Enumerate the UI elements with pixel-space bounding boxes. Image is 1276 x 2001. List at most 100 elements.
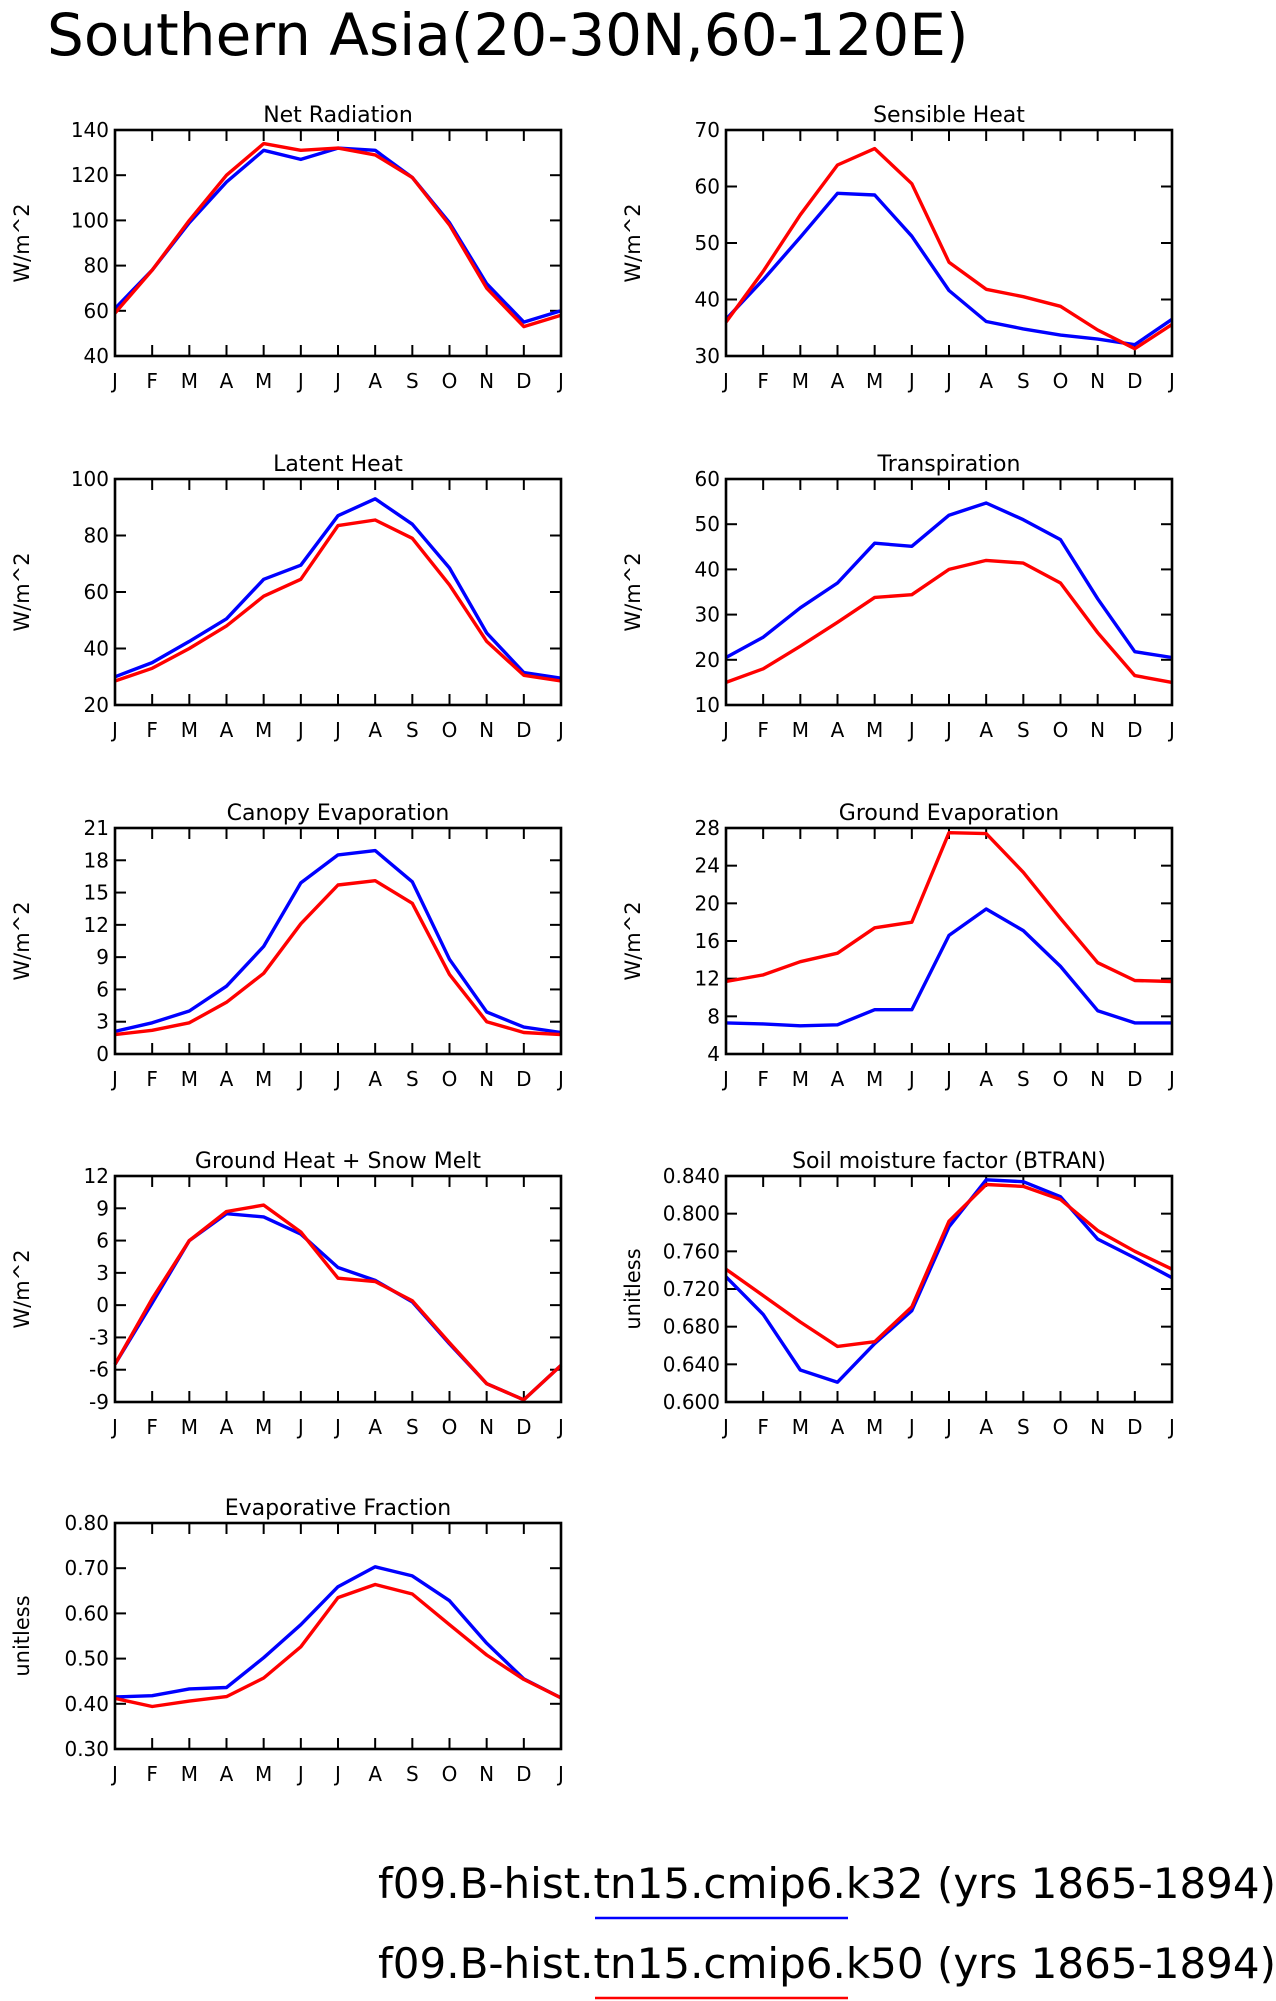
series-line-k50 — [113, 141, 562, 329]
x-tick-label: O — [442, 1415, 458, 1439]
x-tick-label: D — [1127, 718, 1142, 742]
plot-frame — [113, 477, 563, 707]
series-line-k50 — [725, 558, 1173, 685]
y-tick-label: 28 — [695, 816, 720, 840]
y-tick-label: -9 — [89, 1390, 109, 1414]
x-tick-label: J — [721, 1415, 729, 1439]
y-tick-label: 60 — [695, 175, 720, 199]
y-tick-label: 30 — [695, 344, 720, 368]
x-tick-label: J — [907, 1067, 915, 1091]
x-tick-label: A — [368, 1415, 382, 1439]
x-tick-label: J — [333, 1762, 341, 1786]
y-tick-label: 0.600 — [663, 1390, 720, 1414]
x-tick-label: A — [220, 1762, 234, 1786]
x-tick-label: A — [831, 718, 845, 742]
y-tick-label: 40 — [84, 637, 109, 661]
y-tick-label: 12 — [695, 967, 720, 991]
x-tick-label: J — [1167, 1415, 1175, 1439]
y-tick-label: 30 — [695, 603, 720, 627]
y-tick-label: 140 — [71, 118, 109, 142]
x-tick-label: J — [556, 1762, 564, 1786]
y-tick-label: 100 — [71, 208, 109, 232]
x-tick-label: A — [220, 718, 234, 742]
x-tick-label: M — [792, 1415, 809, 1439]
x-tick-label: J — [721, 369, 729, 393]
y-axis-label: W/m^2 — [10, 203, 34, 282]
x-tick-label: A — [368, 369, 382, 393]
panel-title: Net Radiation — [263, 103, 413, 128]
plot-frame — [113, 826, 563, 1056]
panel-title: Ground Evaporation — [839, 801, 1059, 826]
plot-frame — [113, 1174, 563, 1404]
series-line-k50 — [114, 518, 562, 683]
page-title: Southern Asia(20-30N,60-120E) — [47, 1, 969, 69]
x-tick-label: M — [181, 1762, 198, 1786]
series-line-k32 — [114, 848, 562, 1035]
y-tick-label: 20 — [84, 693, 109, 717]
y-tick-label: 0.680 — [663, 1315, 720, 1339]
x-tick-label: M — [792, 1067, 809, 1091]
plot-frame — [113, 1521, 563, 1751]
x-tick-label: M — [792, 369, 809, 393]
x-tick-label: F — [146, 1415, 158, 1439]
x-tick-label: M — [181, 369, 198, 393]
x-tick-label: M — [255, 718, 272, 742]
x-tick-label: M — [866, 1415, 883, 1439]
y-tick-label: 0.70 — [64, 1556, 109, 1580]
x-tick-label: A — [831, 1067, 845, 1091]
x-tick-label: N — [479, 369, 494, 393]
panel-title: Transpiration — [877, 452, 1021, 477]
plot-frame — [724, 128, 1174, 358]
x-tick-label: F — [146, 369, 158, 393]
legend-label-k32: f09.B-hist.tn15.cmip6.k32 (yrs 1865-1894… — [378, 1859, 1276, 1908]
x-tick-label: D — [516, 1415, 531, 1439]
y-tick-label: 3 — [96, 1261, 109, 1285]
x-tick-label: J — [110, 369, 118, 393]
x-tick-label: J — [556, 369, 564, 393]
legend: f09.B-hist.tn15.cmip6.k32 (yrs 1865-1894… — [378, 1859, 1276, 2000]
x-tick-label: J — [333, 369, 341, 393]
x-tick-label: J — [110, 1762, 118, 1786]
x-tick-label: O — [442, 718, 458, 742]
x-tick-label: D — [1127, 1067, 1142, 1091]
x-tick-label: S — [1017, 369, 1030, 393]
y-tick-label: 50 — [695, 512, 720, 536]
y-axis-label: W/m^2 — [10, 1249, 34, 1328]
x-tick-label: S — [1017, 1067, 1030, 1091]
x-tick-label: A — [831, 369, 845, 393]
x-tick-label: F — [757, 1415, 769, 1439]
y-tick-label: 21 — [84, 816, 109, 840]
y-tick-label: 8 — [707, 1004, 720, 1028]
x-tick-label: J — [721, 718, 729, 742]
y-axis-label: W/m^2 — [10, 552, 34, 631]
panel-title: Canopy Evaporation — [227, 801, 450, 826]
x-tick-label: J — [110, 718, 118, 742]
series-line-k32 — [725, 907, 1172, 1028]
series-line-k32 — [114, 1565, 562, 1700]
y-axis-label: unitless — [621, 1248, 645, 1329]
x-tick-label: F — [146, 718, 158, 742]
y-tick-label: 24 — [695, 854, 720, 878]
y-axis-label: W/m^2 — [621, 552, 645, 631]
series-line-k32 — [114, 497, 562, 680]
y-tick-label: 12 — [84, 913, 109, 937]
y-tick-label: 0.40 — [64, 1692, 109, 1716]
x-tick-label: D — [516, 718, 531, 742]
y-tick-label: 60 — [695, 467, 720, 491]
panel-title: Sensible Heat — [873, 103, 1025, 128]
x-tick-label: S — [406, 718, 419, 742]
x-tick-label: S — [406, 1415, 419, 1439]
y-tick-label: 80 — [84, 524, 109, 548]
series-line-k50 — [113, 1203, 563, 1402]
plot-frame — [724, 477, 1174, 707]
x-tick-label: N — [1090, 1415, 1105, 1439]
y-tick-label: 70 — [695, 118, 720, 142]
x-tick-label: N — [1090, 718, 1105, 742]
x-tick-label: J — [721, 1067, 729, 1091]
y-tick-label: 40 — [84, 344, 109, 368]
x-tick-label: J — [944, 718, 952, 742]
